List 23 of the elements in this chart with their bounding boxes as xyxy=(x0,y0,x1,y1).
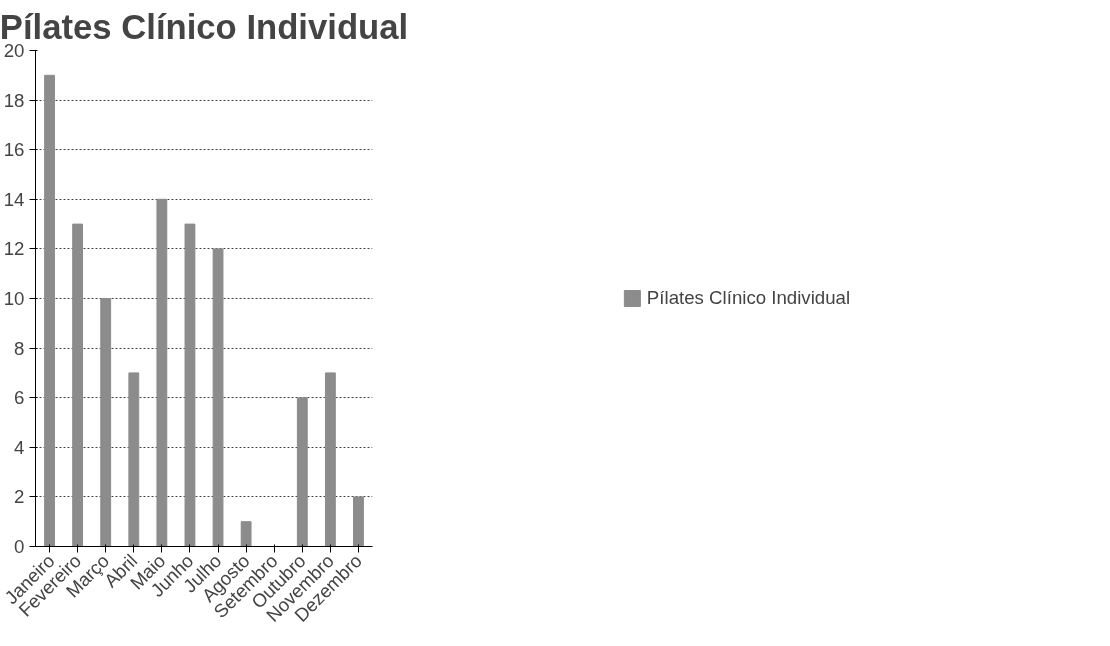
bar xyxy=(72,223,84,547)
y-tick-label: 20 xyxy=(3,40,25,61)
y-tick-label: 14 xyxy=(3,188,25,210)
y-tick-label: 16 xyxy=(3,139,25,161)
y-tick-label: 6 xyxy=(14,387,25,409)
bar xyxy=(353,496,364,547)
bar xyxy=(296,397,308,547)
bar xyxy=(324,372,336,547)
bar xyxy=(100,298,112,547)
bar xyxy=(156,198,168,547)
bar xyxy=(128,372,140,547)
y-tick-label: 18 xyxy=(3,89,25,111)
bar xyxy=(184,223,196,547)
bar xyxy=(44,74,55,547)
y-tick-label: 10 xyxy=(3,288,25,309)
y-tick-label: 2 xyxy=(14,486,25,508)
bar xyxy=(240,521,252,547)
y-tick-label: 4 xyxy=(14,436,25,458)
y-tick-label: 12 xyxy=(3,238,25,260)
bar xyxy=(212,248,224,547)
y-tick-label: 8 xyxy=(14,337,25,359)
legend-label: Pílates Clínico Individual xyxy=(646,287,851,309)
y-tick-label: 0 xyxy=(14,536,25,557)
